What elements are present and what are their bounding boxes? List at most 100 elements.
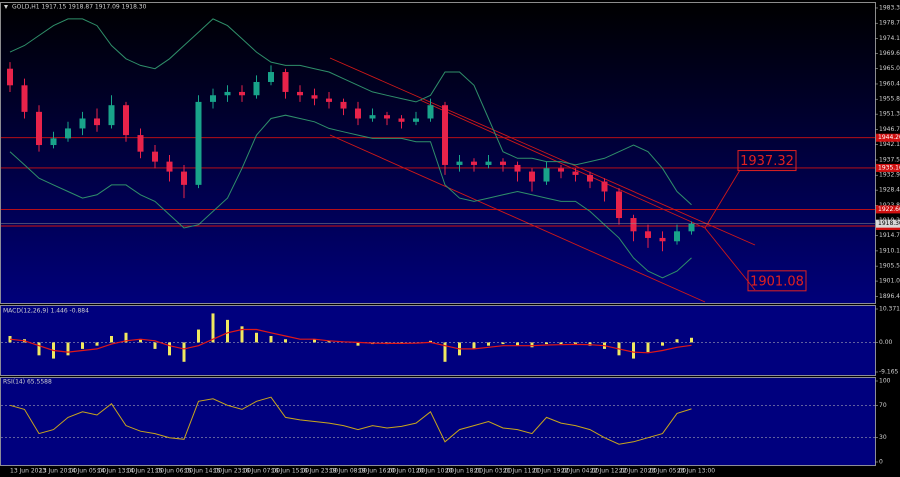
x-tick-label: 14 Jun 21:00 <box>126 468 164 475</box>
bollinger-band <box>9 18 692 206</box>
x-tick-label: 15 Jun 14:00 <box>184 468 222 475</box>
y-tick-label: 1983.30 <box>879 4 900 11</box>
candle-body <box>500 161 506 165</box>
macd-bar <box>226 319 229 343</box>
macd-bar <box>501 342 505 345</box>
level-tag <box>876 133 900 142</box>
macd-bar <box>240 326 244 343</box>
candle-body <box>529 171 535 182</box>
y-tick-label: 100 <box>879 378 891 385</box>
candle-body <box>282 72 289 92</box>
candle-body <box>108 105 115 126</box>
candle-body <box>427 105 434 119</box>
candle-body <box>514 164 521 172</box>
level-tag <box>876 205 900 214</box>
candle-body <box>166 161 173 172</box>
macd-bar <box>327 340 331 343</box>
candle-body <box>326 98 332 102</box>
macd-bar <box>661 342 664 346</box>
rsi-title: RSI(14) 65.5588 <box>3 379 52 386</box>
candle-body <box>21 85 28 112</box>
annotation-box <box>737 150 797 172</box>
macd-bar <box>632 342 635 359</box>
y-tick-label: 30 <box>879 434 887 441</box>
macd-bar <box>197 329 200 343</box>
macd-bar <box>284 339 287 343</box>
x-tick-label: 14 Jun 05:00 <box>68 468 106 475</box>
rsi-line <box>9 396 692 445</box>
macd-bar <box>487 342 490 346</box>
candle-body <box>195 101 202 185</box>
macd-bar <box>313 339 316 343</box>
macd-bar <box>516 342 519 346</box>
x-tick-label: 20 Jun 01:00 <box>387 468 425 475</box>
x-tick-label: 16 Jun 15:00 <box>271 468 309 475</box>
candle-body <box>65 128 71 139</box>
x-tick-label: 15 Jun 23:00 <box>213 468 251 475</box>
y-tick-label: 1960.40 <box>879 80 900 87</box>
level-label: 1944.20 <box>878 134 900 141</box>
macd-title: MACD(12,26,9) 1.446 -0.884 <box>3 308 89 315</box>
x-tick-label: 16 Jun 23:00 <box>300 468 338 475</box>
candle-body <box>674 231 680 242</box>
bollinger-band <box>9 114 692 279</box>
chart-title: GOLD,H1 1917.15 1918.87 1917.09 1918.30 <box>12 4 147 11</box>
macd-bar <box>574 342 577 345</box>
x-tick-label: 22 Jun 04:00 <box>561 468 599 475</box>
candle-body <box>442 105 448 165</box>
level-label: 1935.10 <box>878 164 900 171</box>
x-tick-label: 19 Jun 16:00 <box>358 468 396 475</box>
x-tick-label: 20 Jun 18:00 <box>445 468 483 475</box>
macd-bar <box>182 342 186 362</box>
candle-body <box>268 72 274 82</box>
y-tick-label: 1951.30 <box>879 111 900 118</box>
level-tag <box>876 163 900 172</box>
y-tick-label: 1910.10 <box>879 247 900 254</box>
candle-body <box>94 118 100 126</box>
macd-bar <box>472 342 476 349</box>
candle-body <box>413 118 419 122</box>
x-tick-label: 21 Jun 11:00 <box>503 468 541 475</box>
candle-body <box>123 105 129 136</box>
candle-body <box>616 191 622 219</box>
candle-body <box>558 168 564 172</box>
y-tick-label: 1932.90 <box>879 172 900 179</box>
candle-body <box>210 95 216 102</box>
macd-bar <box>37 342 41 356</box>
y-tick-label: 1942.10 <box>879 141 900 148</box>
macd-bar <box>211 313 215 343</box>
channel-upper <box>329 57 756 246</box>
x-tick-label: 19 Jun 08:00 <box>329 468 367 475</box>
candle-body <box>253 81 260 96</box>
candle-body <box>7 68 13 86</box>
y-tick-label: 1928.40 <box>879 187 900 194</box>
macd-bar <box>429 340 432 343</box>
candle-body <box>471 161 477 165</box>
rsi-panel <box>0 377 876 466</box>
macd-bar <box>675 339 679 343</box>
fan-down <box>704 227 756 291</box>
candle-body <box>659 237 666 242</box>
x-tick-label: 23 Jun 13:00 <box>677 468 715 475</box>
candle-body <box>181 171 187 185</box>
channel-lower <box>329 134 706 303</box>
y-tick-label: 1901.00 <box>879 278 900 285</box>
y-tick-label: 0.00 <box>879 339 893 346</box>
y-tick-label: 10.371 <box>879 306 900 313</box>
y-tick-label: 1978.70 <box>879 20 900 27</box>
macd-bar <box>559 342 563 345</box>
macd-bar <box>124 332 128 343</box>
level-label: 1922.60 <box>878 206 900 213</box>
x-tick-label: 21 Jun 03:00 <box>474 468 512 475</box>
x-tick-label: 14 Jun 13:00 <box>97 468 135 475</box>
y-tick-label: 1914.70 <box>879 232 900 239</box>
x-tick-label: 23 Jun 05:00 <box>648 468 686 475</box>
candle-body <box>645 231 651 238</box>
macd-bar <box>255 332 258 343</box>
candle-body <box>688 223 695 232</box>
x-tick-label: 13 Jun 2023 <box>10 468 46 475</box>
macd-bar <box>545 342 548 345</box>
candle-body <box>485 161 492 165</box>
candle-body <box>384 115 390 119</box>
